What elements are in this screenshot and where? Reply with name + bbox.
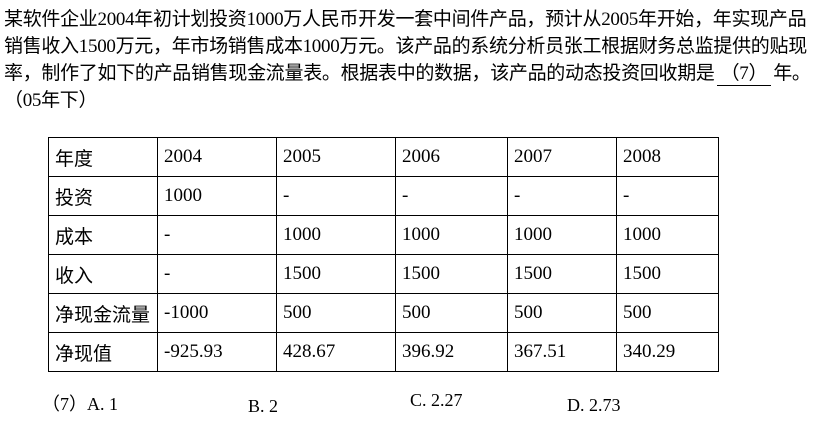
table-cell: 500 bbox=[276, 293, 396, 333]
table-cell: 2004 bbox=[157, 137, 277, 177]
option-text: A. 1 bbox=[87, 394, 118, 414]
table-cell: -1000 bbox=[157, 293, 277, 333]
table-row: 年度 2004 2005 2006 2007 2008 bbox=[48, 137, 719, 177]
answer-blank: （7） bbox=[716, 58, 772, 86]
option: B. 2 bbox=[248, 396, 279, 416]
table-cell: 年度 bbox=[48, 137, 158, 177]
table-cell: 成本 bbox=[48, 215, 158, 255]
question-source: （05年下） bbox=[4, 90, 98, 111]
table-cell: 2008 bbox=[616, 137, 719, 177]
table-row: 投资 1000- - - - bbox=[48, 176, 719, 216]
option-number: （7） bbox=[42, 394, 87, 414]
table-cell: 396.92 bbox=[395, 332, 508, 372]
table-cell: 1000 bbox=[157, 176, 277, 216]
table-cell: 500 bbox=[395, 293, 508, 333]
table-cell: 1000 bbox=[276, 215, 396, 255]
table-row: 收入 -1500 1500 1500 1500 bbox=[48, 254, 719, 294]
table-cell: - bbox=[507, 176, 617, 216]
table-cell: 1000 bbox=[616, 215, 719, 255]
question-line: 某软件企业2004年初计划投资1000万人民币开发一套中间件产品，预计从2005… bbox=[4, 9, 807, 30]
table-cell: 1000 bbox=[395, 215, 508, 255]
option: D. 2.73 bbox=[567, 395, 621, 415]
table-cell: 1000 bbox=[507, 215, 617, 255]
question-text: 率，制作了如下的产品销售现金流量表。根据表中的数据，该产品的动态投资回收期是 bbox=[4, 63, 715, 84]
table-cell: 2005 bbox=[276, 137, 396, 177]
table-cell: - bbox=[157, 215, 277, 255]
table-cell: 2007 bbox=[507, 137, 617, 177]
table-cell: 收入 bbox=[48, 254, 158, 294]
table-cell: 2006 bbox=[395, 137, 508, 177]
table-cell: 1500 bbox=[276, 254, 396, 294]
question-text: 年。 bbox=[773, 63, 811, 84]
table-cell: 净现值 bbox=[48, 332, 158, 372]
table-cell: 1500 bbox=[507, 254, 617, 294]
table-cell: 净现金流量 bbox=[48, 293, 158, 333]
table-cell: 投资 bbox=[48, 176, 158, 216]
cash-flow-table: 年度 2004 2005 2006 2007 2008 投资 1000- - - - 成本 -1000 1… bbox=[48, 137, 719, 372]
question-line: 销售收入1500万元，年市场销售成本1000万元。该产品的系统分析员张工根据财务… bbox=[4, 36, 807, 57]
option: C. 2.27 bbox=[410, 390, 463, 410]
table-cell: -925.93 bbox=[157, 332, 277, 372]
table-row: 成本 -1000 1000 1000 1000 bbox=[48, 215, 719, 255]
option: （7）A. 1 bbox=[42, 390, 118, 416]
question-line: 率，制作了如下的产品销售现金流量表。根据表中的数据，该产品的动态投资回收期是 （7… bbox=[4, 58, 811, 86]
table-cell: 340.29 bbox=[616, 332, 719, 372]
table-cell: 367.51 bbox=[507, 332, 617, 372]
table-cell: - bbox=[616, 176, 719, 216]
table-cell: 500 bbox=[616, 293, 719, 333]
table-cell: - bbox=[157, 254, 277, 294]
table-cell: 1500 bbox=[616, 254, 719, 294]
table-cell: 500 bbox=[507, 293, 617, 333]
table-cell: 1500 bbox=[395, 254, 508, 294]
table-row: 净现值 -925.93 428.67 396.92 367.51 340.29 bbox=[48, 332, 719, 372]
table-cell: - bbox=[276, 176, 396, 216]
table-row: 净现金流量 -1000 500 500 500 500 bbox=[48, 293, 719, 333]
table-cell: - bbox=[395, 176, 508, 216]
table-cell: 428.67 bbox=[276, 332, 396, 372]
